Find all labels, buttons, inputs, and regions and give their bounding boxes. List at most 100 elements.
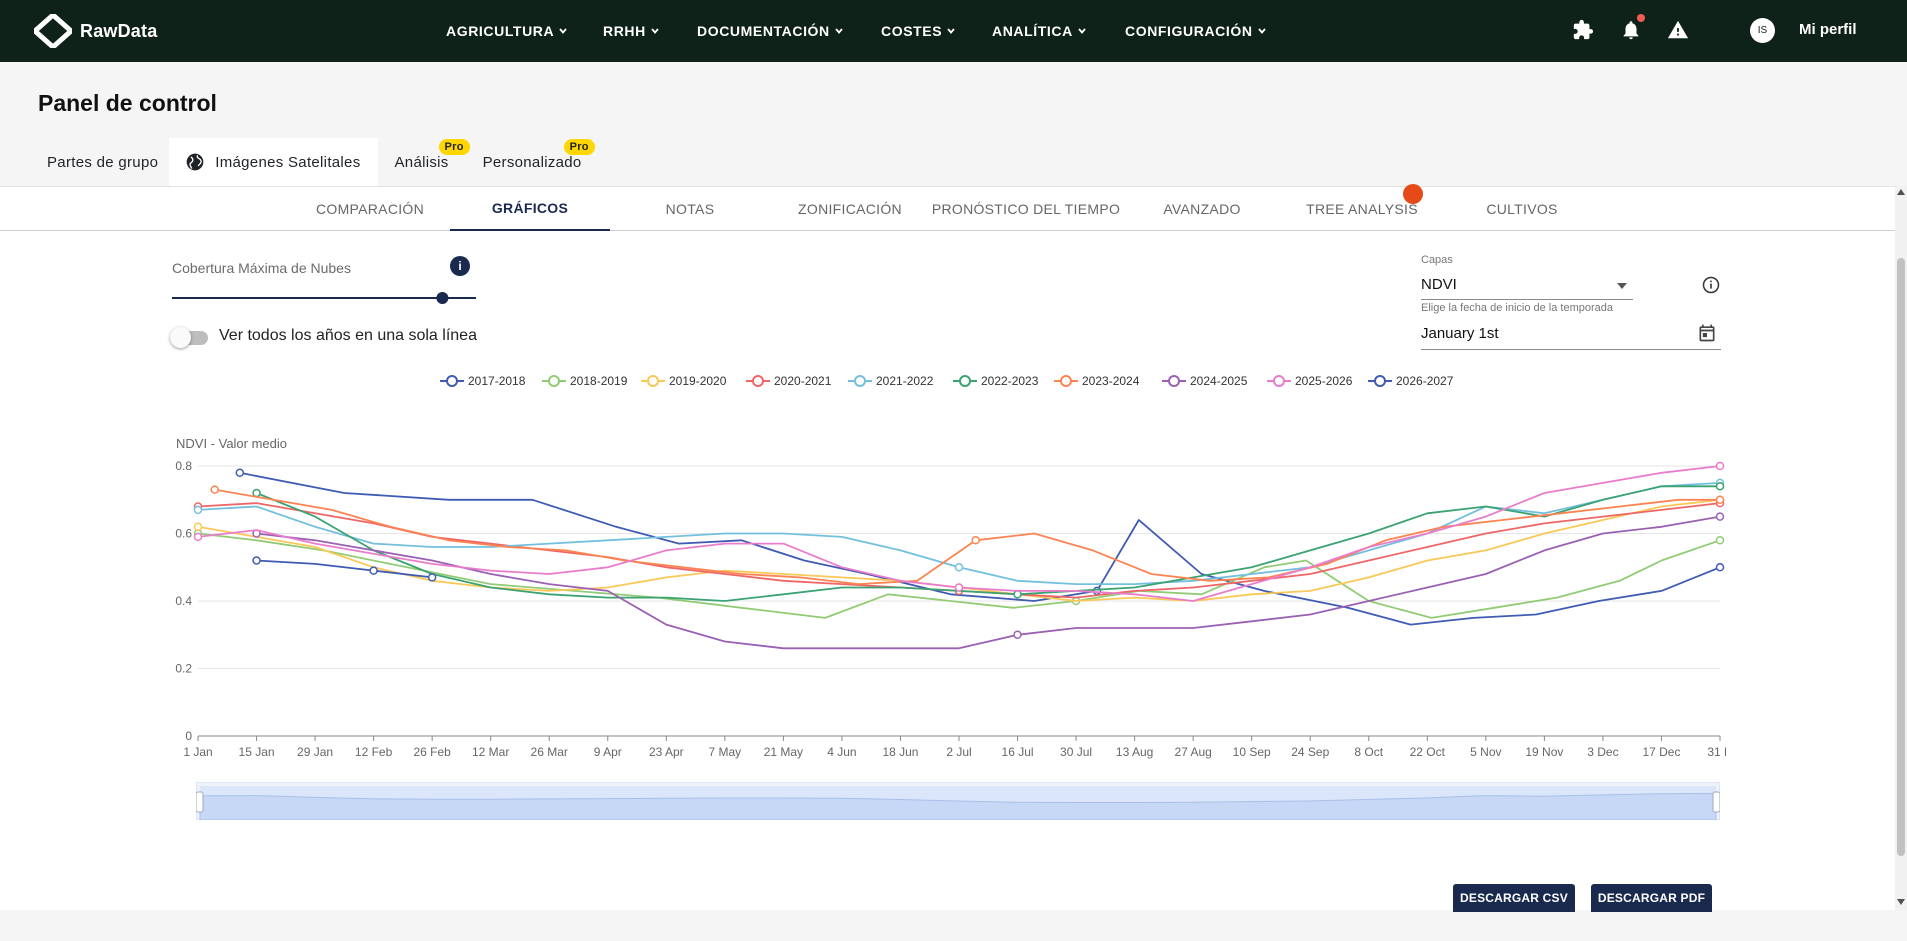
legend-item[interactable]: 2023-2024 <box>1054 373 1139 389</box>
subtab-graficos[interactable]: GRÁFICOS <box>450 187 610 231</box>
info-icon[interactable]: i <box>450 256 470 276</box>
data-point[interactable] <box>1715 461 1725 471</box>
series-line[interactable] <box>239 471 1721 626</box>
tab-personalizado[interactable]: Personalizado Pro <box>449 138 595 186</box>
series-line[interactable] <box>197 532 1721 619</box>
chart-zoom-slider[interactable] <box>196 782 1720 820</box>
x-tick-label: 7 May <box>709 745 742 759</box>
subtab-pronostico[interactable]: PRONÓSTICO DEL TIEMPO <box>930 187 1122 231</box>
legend-item[interactable]: 2019-2020 <box>641 373 726 389</box>
single-line-label: Ver todos los años en una sola línea <box>219 327 477 344</box>
subtab-cultivos[interactable]: CULTIVOS <box>1442 187 1602 231</box>
profile-link[interactable]: Mi perfil <box>1799 21 1857 38</box>
season-start-field[interactable]: January 1st <box>1421 320 1721 350</box>
data-point[interactable] <box>252 488 261 498</box>
nav-configuracion[interactable]: CONFIGURACIÓN <box>1125 23 1267 39</box>
data-point[interactable] <box>954 563 964 572</box>
nav-label: DOCUMENTACIÓN <box>697 23 830 39</box>
legend-label: 2025-2026 <box>1295 374 1353 388</box>
y-tick-label: 0.8 <box>175 459 192 473</box>
legend-swatch-icon <box>1368 375 1392 387</box>
data-point[interactable] <box>971 536 980 545</box>
series-line[interactable] <box>256 515 1721 650</box>
nav-rrhh[interactable]: RRHH <box>603 23 660 39</box>
data-point[interactable] <box>1715 563 1725 572</box>
data-point[interactable] <box>193 505 203 515</box>
info-outline-icon[interactable] <box>1702 276 1720 294</box>
subtab-comparacion[interactable]: COMPARACIÓN <box>290 187 450 231</box>
layers-value: NDVI <box>1421 276 1457 293</box>
data-point[interactable] <box>235 468 245 477</box>
page-scrollbar[interactable] <box>1895 186 1907 910</box>
legend-label: 2017-2018 <box>468 374 526 388</box>
chevron-down-icon <box>947 28 955 34</box>
data-point[interactable] <box>210 485 219 494</box>
data-point[interactable] <box>1715 482 1725 491</box>
puzzle-icon[interactable] <box>1572 19 1594 41</box>
data-point[interactable] <box>954 583 964 592</box>
data-point[interactable] <box>1715 495 1725 504</box>
subtab-label: ZONIFICACIÓN <box>798 201 902 217</box>
subtab-label: PRONÓSTICO DEL TIEMPO <box>931 201 1121 217</box>
app-logo[interactable]: RawData <box>34 14 157 48</box>
sub-tabs: COMPARACIÓN GRÁFICOS NOTAS ZONIFICACIÓN … <box>0 187 1895 231</box>
legend-item[interactable]: 2024-2025 <box>1162 373 1247 389</box>
app-name: RawData <box>80 20 158 41</box>
tab-imagenes-satelitales[interactable]: Imágenes Satelitales <box>169 138 378 186</box>
download-pdf-button[interactable]: DESCARGAR PDF <box>1591 884 1712 912</box>
nav-documentacion[interactable]: DOCUMENTACIÓN <box>697 23 844 39</box>
slider-thumb[interactable] <box>436 292 449 304</box>
nav-costes[interactable]: COSTES <box>881 23 956 39</box>
subtab-avanzado[interactable]: AVANZADO <box>1122 187 1282 231</box>
data-point[interactable] <box>193 522 203 531</box>
nav-agricultura[interactable]: AGRICULTURA <box>446 23 568 39</box>
subtab-label: TREE ANALYSIS <box>1306 201 1418 217</box>
x-tick-label: 26 Mar <box>531 745 568 759</box>
zoom-handle-left[interactable] <box>196 791 204 813</box>
zoom-handle-right[interactable] <box>1712 791 1720 813</box>
series-line[interactable] <box>256 485 1721 602</box>
nav-analitica[interactable]: ANALÍTICA <box>992 23 1087 39</box>
legend-label: 2018-2019 <box>570 374 628 388</box>
ndvi-line-chart: NDVI - Valor medio 0 0.2 0.4 0.6 0.8 1 Jan 15 J… <box>175 436 1726 759</box>
data-point[interactable] <box>1715 536 1725 545</box>
cloud-coverage-slider[interactable] <box>172 288 476 308</box>
legend-item[interactable]: 2020-2021 <box>746 373 831 389</box>
legend-item[interactable]: 2021-2022 <box>848 373 933 389</box>
toggle-knob[interactable] <box>170 327 191 348</box>
subtab-zonificacion[interactable]: ZONIFICACIÓN <box>770 187 930 231</box>
layers-select[interactable]: NDVI <box>1421 272 1633 300</box>
tab-analisis[interactable]: Análisis Pro <box>378 138 470 186</box>
x-tick-label: 23 Apr <box>649 745 684 759</box>
series-line[interactable] <box>256 559 433 579</box>
legend-label: 2024-2025 <box>1190 374 1248 388</box>
subtab-notas[interactable]: NOTAS <box>610 187 770 231</box>
notification-dot <box>1637 14 1645 22</box>
bell-icon[interactable] <box>1620 19 1642 41</box>
x-tick-label: 12 Feb <box>355 745 393 759</box>
data-point[interactable] <box>1013 630 1022 639</box>
scroll-thumb[interactable] <box>1897 258 1905 856</box>
subtab-label: COMPARACIÓN <box>315 201 425 217</box>
scroll-up-icon[interactable] <box>1897 188 1905 196</box>
x-tick-label: 30 Jul <box>1060 745 1092 759</box>
legend-item[interactable]: 2025-2026 <box>1267 373 1352 389</box>
legend-item[interactable]: 2017-2018 <box>440 373 525 389</box>
warning-icon[interactable] <box>1667 19 1689 41</box>
download-csv-button[interactable]: DESCARGAR CSV <box>1453 884 1575 912</box>
data-point[interactable] <box>252 556 261 565</box>
subtab-tree-analysis[interactable]: TREE ANALYSIS <box>1282 187 1442 231</box>
avatar[interactable]: IS <box>1750 18 1775 43</box>
tab-partes-de-grupo[interactable]: Partes de grupo <box>36 138 169 186</box>
data-point[interactable] <box>1092 586 1102 596</box>
page-title: Panel de control <box>38 90 217 116</box>
legend-item[interactable]: 2026-2027 <box>1368 373 1453 389</box>
data-point[interactable] <box>369 566 378 575</box>
data-point[interactable] <box>1715 512 1725 521</box>
calendar-icon[interactable] <box>1697 323 1717 343</box>
data-point[interactable] <box>427 573 437 582</box>
data-point[interactable] <box>193 532 203 542</box>
legend-item[interactable]: 2018-2019 <box>542 373 627 389</box>
legend-item[interactable]: 2022-2023 <box>953 373 1038 389</box>
scroll-down-icon[interactable] <box>1897 898 1905 906</box>
